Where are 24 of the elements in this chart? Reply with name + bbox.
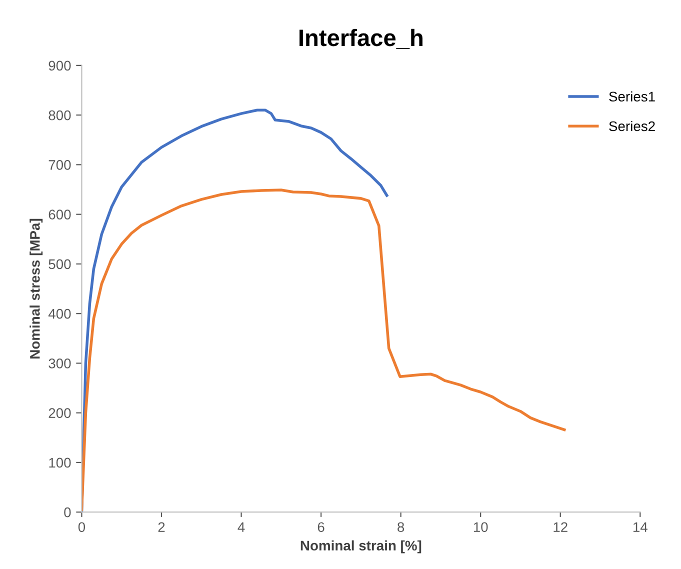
y-tick-label: 900 <box>48 60 71 71</box>
legend-label: Series1 <box>609 91 655 102</box>
y-tick-label: 100 <box>49 458 71 468</box>
y-tick-label: 400 <box>48 308 71 319</box>
y-tick-label: 200 <box>48 408 71 418</box>
y-tick-label: 600 <box>48 210 71 220</box>
x-tick-label: 4 <box>238 522 245 532</box>
y-tick-label: 500 <box>48 259 71 270</box>
x-tick-label: 12 <box>554 522 568 532</box>
x-tick-label: 0 <box>78 522 86 532</box>
y-tick-label: 700 <box>48 160 71 170</box>
y-axis-title: Nominal stress [MPa] <box>30 218 43 358</box>
x-tick-label: 6 <box>318 522 324 532</box>
y-tick-label: 300 <box>48 358 71 368</box>
x-tick-label: 10 <box>474 522 488 532</box>
line-series <box>82 188 566 512</box>
legend-label: Series2 <box>609 120 655 132</box>
y-tick-label: 0 <box>64 507 71 518</box>
x-tick-label: 8 <box>398 522 404 532</box>
x-tick-label: 2 <box>158 522 165 532</box>
x-tick-label: 14 <box>633 522 648 532</box>
chart-title: Interface_h <box>300 28 422 49</box>
x-axis-title: Nominal strain [%] <box>300 540 422 554</box>
y-tick-label: 800 <box>48 110 71 120</box>
